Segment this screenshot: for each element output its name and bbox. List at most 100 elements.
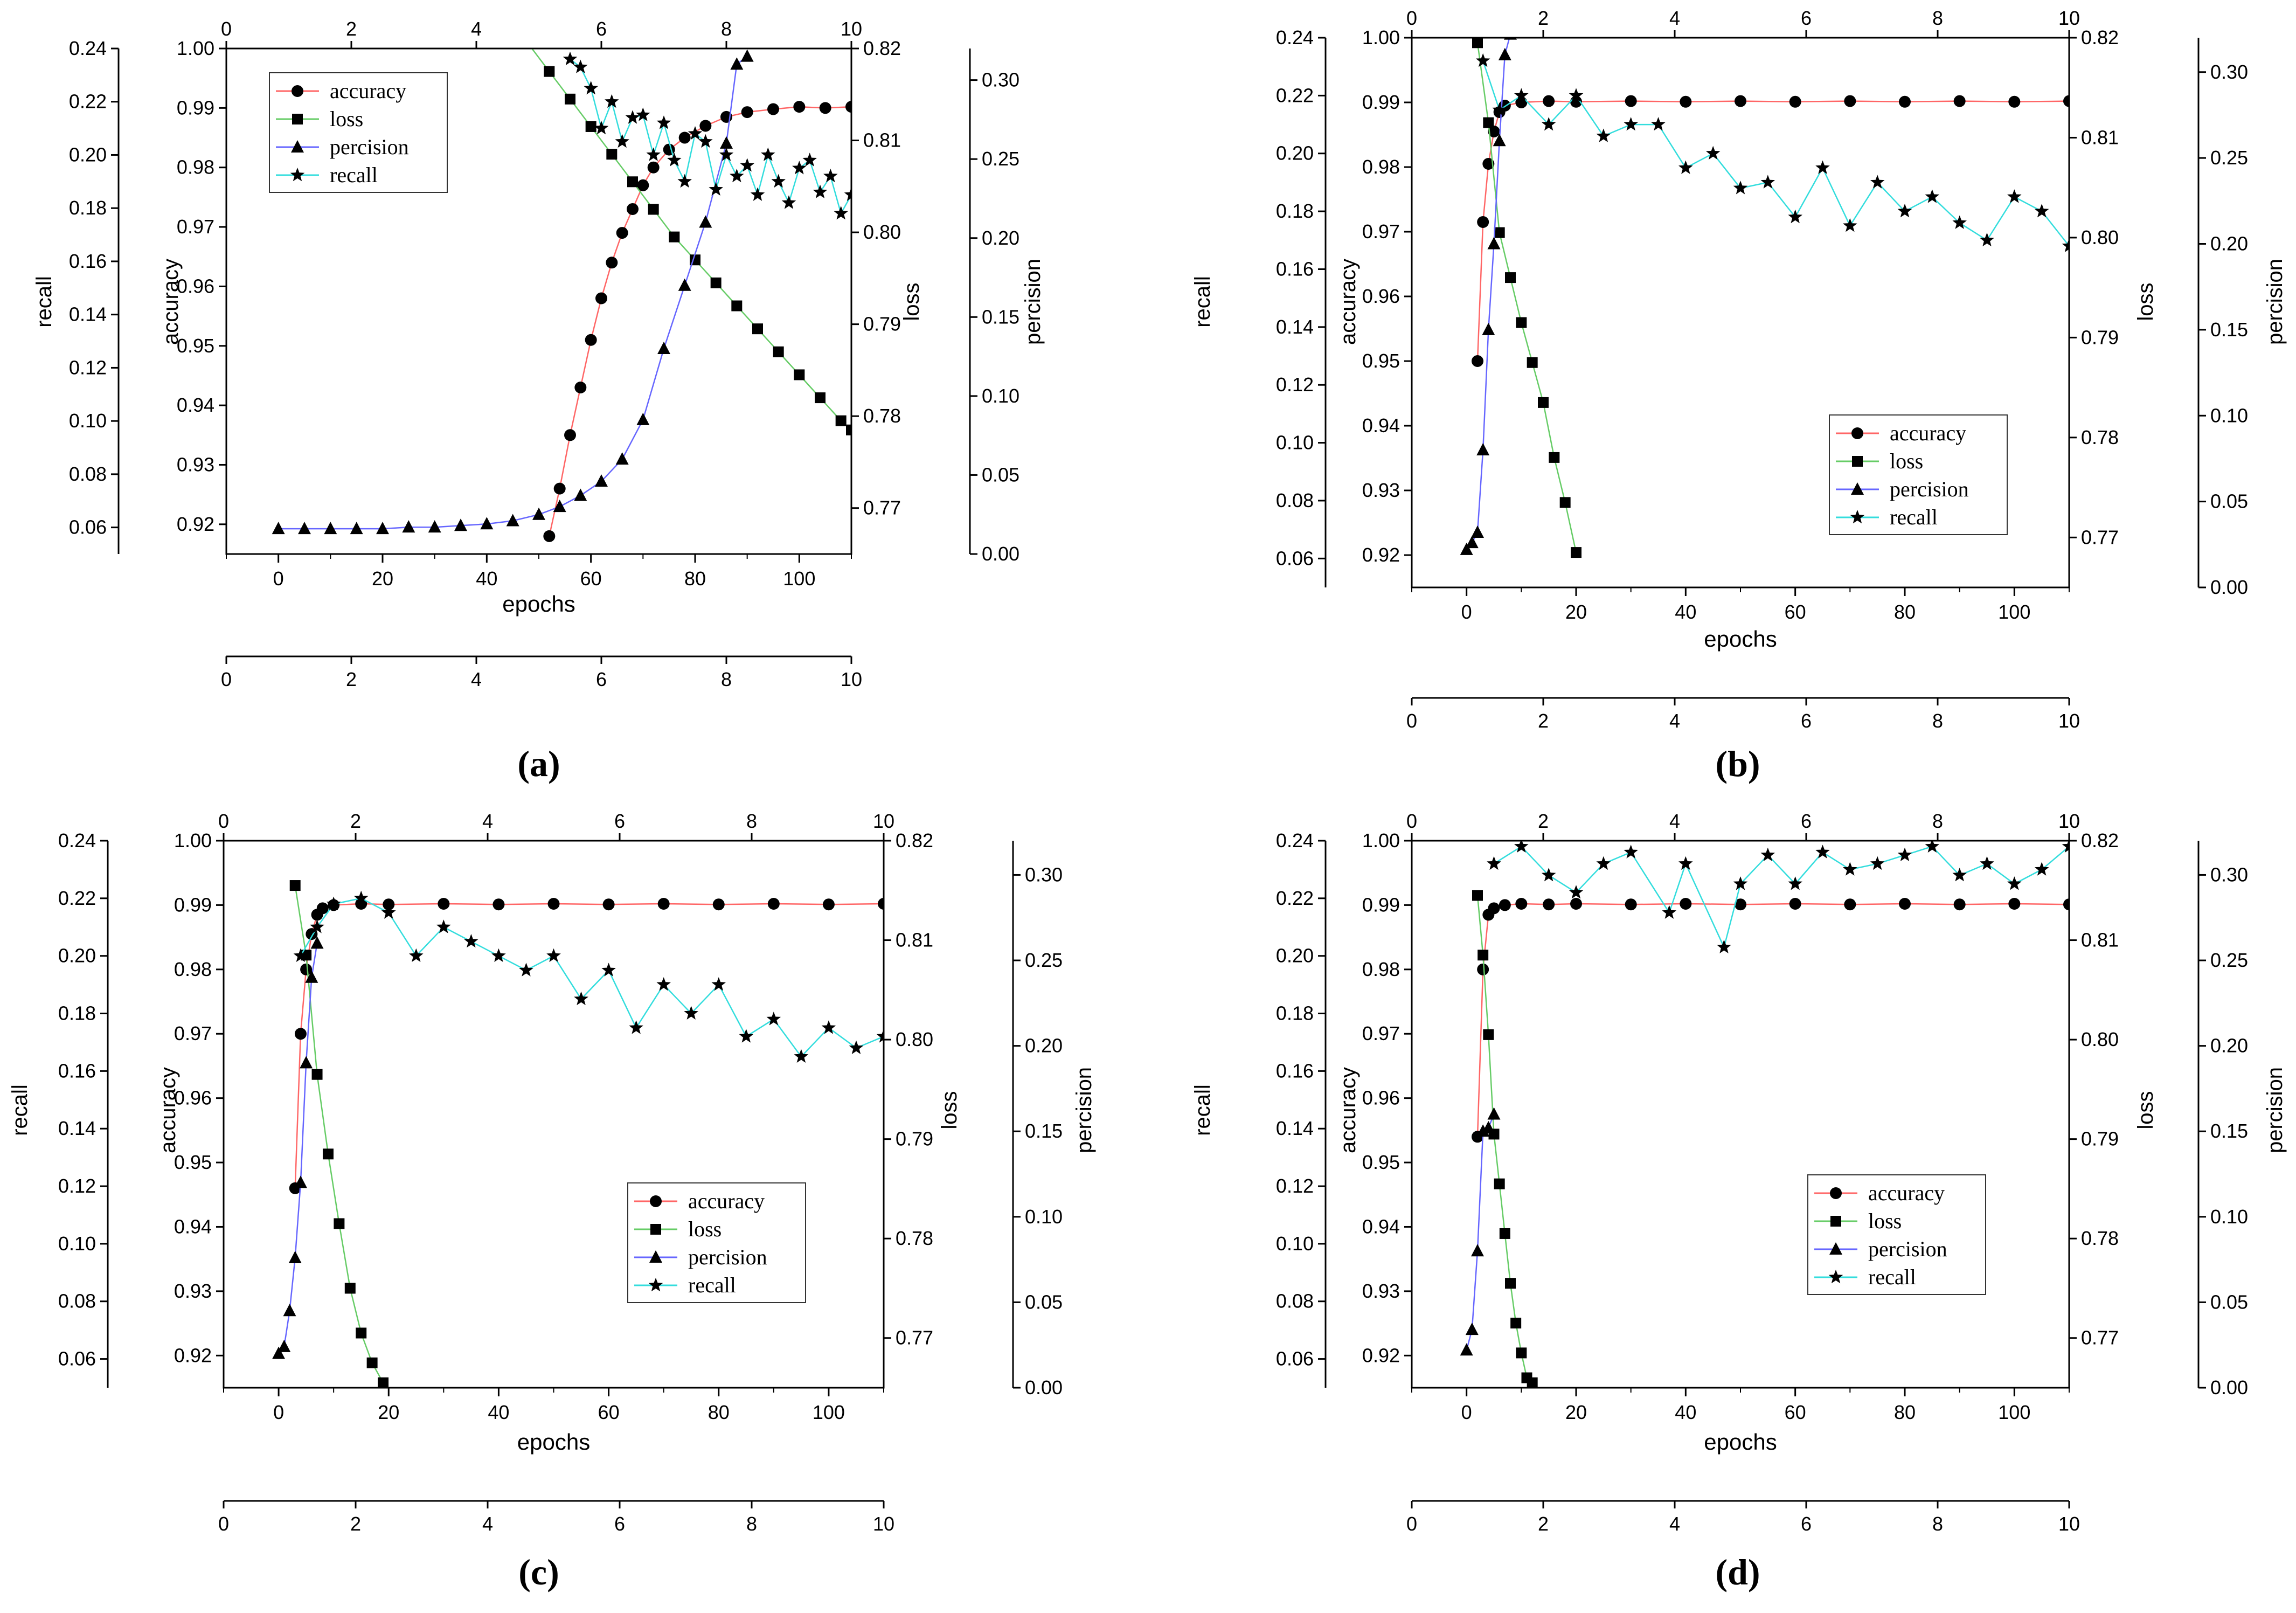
top-tick-label: 6 (1801, 810, 1812, 832)
recall-point (761, 147, 775, 161)
x-tick-label: 20 (378, 1401, 399, 1423)
recall-tick-label: 0.16 (69, 250, 107, 272)
recall-tick-label: 0.16 (1276, 258, 1314, 280)
loss-tick-label: 0.82 (863, 37, 901, 59)
recall-tick-label: 0.10 (58, 1233, 96, 1255)
accuracy-point (1488, 902, 1500, 915)
loss-point (1494, 1178, 1505, 1189)
legend: accuracy loss percision recall (1807, 1174, 1986, 1295)
recall-point (1492, 102, 1507, 116)
recall-point (1815, 160, 1830, 174)
accuracy-tick-label: 0.93 (177, 453, 214, 475)
accuracy-tick-label: 0.99 (1362, 91, 1400, 113)
recall-tick-label: 0.14 (58, 1117, 96, 1139)
loss-point (1472, 890, 1483, 901)
accuracy-point (1570, 898, 1582, 910)
loss-tick-label: 0.81 (896, 929, 933, 951)
accuracy-tick-label: 0.98 (174, 958, 212, 980)
recall-point (1596, 856, 1611, 870)
recall-point (1624, 117, 1638, 131)
accuracy-tick-label: 1.00 (1362, 829, 1400, 852)
percision-point (532, 507, 545, 520)
accuracy-point (793, 101, 806, 113)
legend-marker (1829, 1242, 1842, 1255)
legend-marker (648, 1278, 663, 1292)
accuracy-point (1477, 216, 1489, 228)
x-tick-label: 20 (1565, 601, 1587, 623)
accuracy-point (316, 902, 329, 915)
accuracy-tick-label: 0.98 (1362, 958, 1400, 980)
precision-tick-label: 0.25 (982, 148, 1019, 170)
recall-point (711, 977, 726, 991)
extra-bottom-tick-label: 2 (346, 668, 357, 690)
recall-tick-label: 0.20 (58, 945, 96, 967)
accuracy-tick-label: 0.99 (174, 894, 212, 916)
extra-bottom-tick-label: 6 (596, 668, 607, 690)
recall-point (601, 963, 616, 977)
loss-tick-label: 0.82 (896, 829, 933, 852)
legend-marker (1830, 1187, 1842, 1199)
recall-point (1624, 844, 1638, 859)
accuracy-point (878, 898, 884, 910)
loss-point (1472, 38, 1483, 49)
accuracy-point (627, 203, 639, 215)
legend-marker (1830, 1216, 1841, 1227)
loss-point (356, 1327, 367, 1339)
x-tick-label: 100 (1998, 601, 2030, 623)
accuracy-point (741, 106, 753, 119)
precision-tick-label: 0.20 (982, 227, 1019, 249)
top-tick-label: 6 (1801, 7, 1812, 29)
extra-bottom-tick-label: 8 (1932, 1513, 1943, 1535)
recall-point (2062, 841, 2069, 853)
top-tick-label: 6 (596, 18, 607, 40)
loss-tick-label: 0.78 (2081, 1227, 2119, 1249)
accuracy-tick-label: 0.96 (1362, 1087, 1400, 1109)
top-tick-label: 4 (1669, 7, 1680, 29)
plot-area (1460, 38, 2069, 558)
precision-axis-title: percision (2263, 1067, 2287, 1153)
loss-tick-label: 0.77 (2081, 526, 2119, 548)
accuracy-point (493, 898, 505, 911)
percision-line (278, 56, 748, 530)
recall-tick-label: 0.06 (58, 1348, 96, 1370)
accuracy-line (294, 903, 884, 1188)
extra-bottom-tick-label: 0 (218, 1513, 229, 1535)
loss-tick-label: 0.80 (896, 1028, 933, 1050)
percision-point (1487, 1107, 1501, 1120)
recall-point (353, 890, 369, 905)
percision-point (480, 517, 494, 530)
x-tick-label: 100 (813, 1401, 845, 1423)
accuracy-point (657, 898, 670, 910)
legend-marker (1851, 427, 1863, 439)
x-tick-label: 60 (1785, 601, 1806, 623)
accuracy-point (1472, 355, 1483, 367)
extra-bottom-tick-label: 4 (1669, 710, 1680, 732)
loss-tick-label: 0.79 (863, 313, 901, 335)
recall-point (326, 896, 341, 910)
recall-tick-label: 0.08 (1276, 1290, 1314, 1312)
extra-bottom-tick-label: 10 (841, 668, 862, 690)
recall-axis-title: recall (8, 1084, 32, 1136)
precision-axis-title: percision (1021, 259, 1045, 345)
precision-tick-label: 0.10 (1025, 1206, 1063, 1228)
accuracy-point (564, 429, 576, 441)
accuracy-point (1488, 126, 1500, 137)
percision-point (1504, 38, 1517, 40)
accuracy-tick-label: 0.93 (1362, 1280, 1400, 1302)
accuracy-point (1899, 898, 1911, 910)
legend-label: percision (1868, 1237, 1947, 1261)
recall-point (436, 919, 451, 933)
accuracy-tick-label: 0.92 (1362, 1344, 1400, 1366)
loss-point (1494, 227, 1505, 238)
extra-bottom-tick-label: 4 (1669, 1513, 1680, 1535)
recall-point (1870, 856, 1885, 870)
percision-point (1476, 1124, 1490, 1137)
percision-point (1460, 542, 1473, 555)
loss-tick-label: 0.80 (2081, 1028, 2119, 1050)
recall-point (1651, 117, 1666, 131)
extra-bottom-tick-label: 10 (2058, 710, 2080, 732)
legend-label: loss (1890, 449, 1923, 473)
loss-tick-label: 0.82 (2081, 829, 2119, 852)
top-tick-label: 8 (721, 18, 732, 40)
precision-tick-label: 0.00 (1025, 1376, 1063, 1399)
